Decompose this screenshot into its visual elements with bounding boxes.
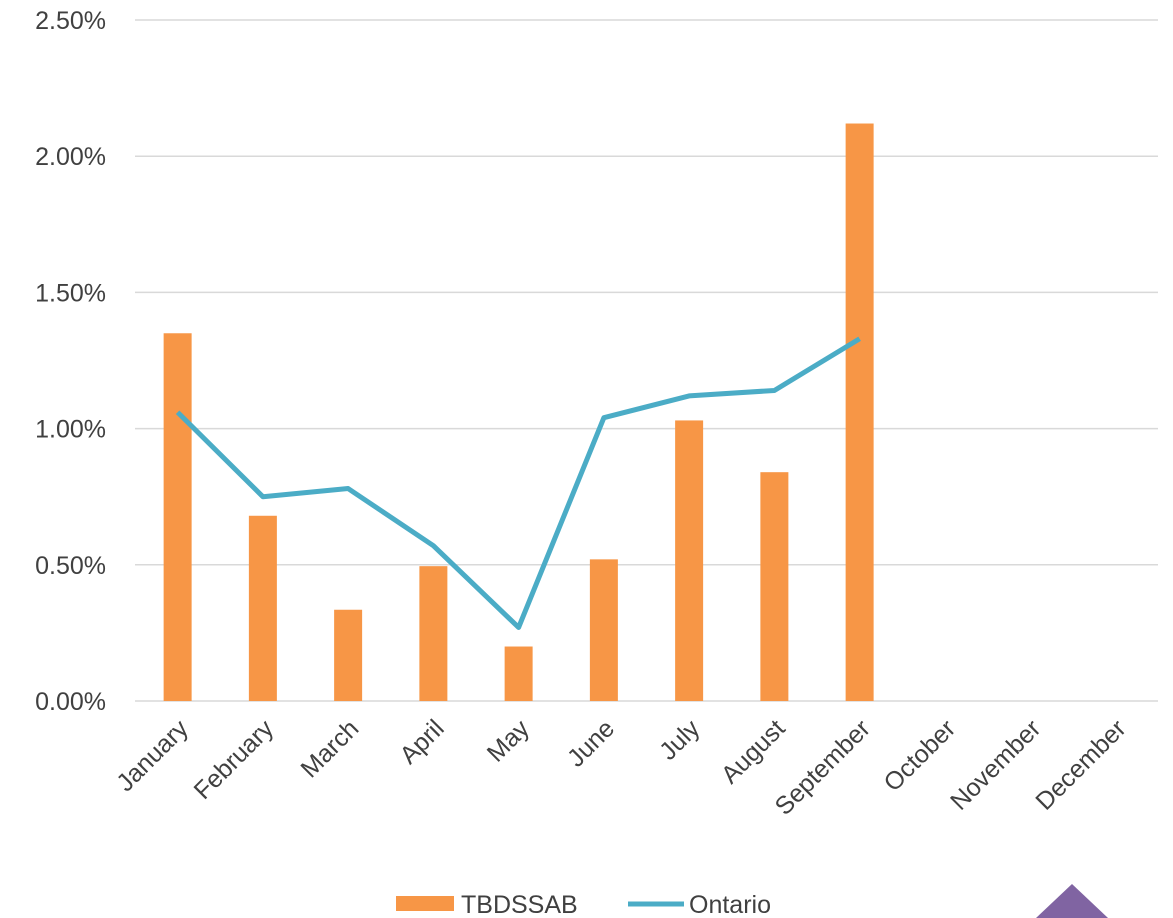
line-ontario — [175, 336, 861, 630]
gridlines — [135, 19, 1158, 702]
y-tick-label: 0.00% — [35, 688, 106, 716]
bar-series — [163, 123, 874, 701]
bar-february — [248, 515, 277, 701]
bar-may — [504, 646, 533, 701]
bar-september — [845, 123, 874, 701]
bar-august — [760, 472, 789, 701]
legend-swatch-tbdssab — [396, 896, 454, 911]
bar-april — [419, 566, 448, 701]
x-tick-label-june: June — [562, 714, 620, 772]
y-tick-label: 1.00% — [35, 416, 106, 444]
x-tick-label-may: May — [482, 714, 536, 768]
legend: TBDSSAB Ontario — [396, 891, 771, 918]
y-tick-label: 2.00% — [35, 143, 106, 171]
y-axis-ticks: 0.00% 0.50% 1.00% 1.50% 2.00% 2.50% — [35, 7, 106, 716]
x-tick-label-march: March — [295, 714, 364, 783]
bar-january — [163, 333, 192, 701]
y-tick-label: 1.50% — [35, 279, 106, 307]
y-tick-label: 0.50% — [35, 552, 106, 580]
corner-triangle-marker — [1036, 884, 1108, 918]
x-tick-label-december: December — [1030, 714, 1131, 815]
legend-label-tbdssab: TBDSSAB — [461, 891, 578, 918]
y-tick-label: 2.50% — [35, 7, 106, 35]
x-tick-label-april: April — [394, 714, 449, 769]
bar-june — [589, 559, 618, 701]
bar-july — [675, 420, 704, 701]
x-tick-label-february: February — [189, 714, 280, 805]
bar-march — [334, 609, 363, 701]
x-tick-label-july: July — [654, 714, 706, 766]
x-tick-label-august: August — [716, 714, 791, 789]
x-tick-label-january: January — [111, 714, 194, 797]
x-tick-label-october: October — [878, 714, 961, 797]
legend-label-ontario: Ontario — [689, 891, 771, 918]
line-series — [175, 336, 861, 630]
x-tick-label-november: November — [945, 714, 1046, 815]
